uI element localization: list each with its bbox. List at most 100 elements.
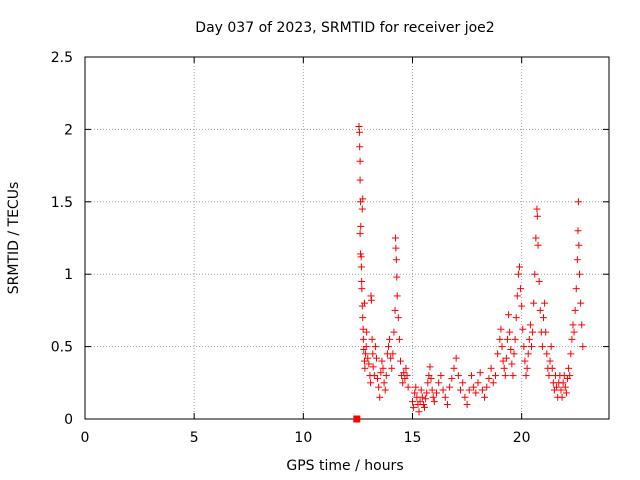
data-point (356, 157, 364, 165)
data-point (512, 314, 520, 322)
data-point (382, 372, 390, 380)
data-point (470, 383, 478, 391)
data-point (522, 372, 530, 380)
data-point (459, 379, 467, 387)
data-point (358, 285, 366, 293)
data-point (357, 250, 365, 258)
data-point (498, 343, 506, 351)
data-point (404, 383, 412, 391)
data-point (529, 328, 537, 336)
data-point (541, 299, 549, 307)
data-point (491, 372, 499, 380)
data-point (502, 354, 510, 362)
data-point (391, 306, 399, 314)
data-point (441, 393, 449, 401)
data-point (448, 374, 456, 382)
x-tick-label: 0 (81, 430, 90, 446)
data-point (364, 354, 372, 362)
data-point (439, 386, 447, 394)
data-point (535, 277, 543, 285)
data-point (378, 357, 386, 365)
data-point (542, 328, 550, 336)
data-point (368, 335, 376, 343)
data-point (391, 234, 399, 242)
data-point (417, 386, 425, 394)
data-point (394, 314, 402, 322)
data-point (371, 343, 379, 351)
data-point (574, 198, 582, 206)
data-point (557, 386, 565, 394)
data-point (387, 354, 395, 362)
data-point (411, 389, 419, 397)
data-point (392, 244, 400, 252)
data-point (424, 379, 432, 387)
y-tick-label: 2 (64, 122, 73, 138)
data-point (574, 227, 582, 235)
data-point (415, 408, 423, 416)
data-point (433, 389, 441, 397)
data-point (416, 398, 424, 406)
data-point (511, 335, 519, 343)
data-point (396, 357, 404, 365)
data-point (367, 379, 375, 387)
data-point (578, 321, 586, 329)
data-point (481, 393, 489, 401)
data-point (374, 374, 382, 382)
data-point (579, 343, 587, 351)
data-point (527, 343, 535, 351)
data-point (360, 299, 368, 307)
data-point (530, 299, 538, 307)
data-point (358, 277, 366, 285)
data-point (422, 395, 430, 403)
data-point (361, 364, 369, 372)
data-point (426, 363, 434, 371)
data-point (497, 325, 505, 333)
data-point (403, 372, 411, 380)
data-point (402, 364, 410, 372)
data-point (362, 350, 370, 358)
data-point (369, 350, 377, 358)
data-point (483, 383, 491, 391)
data-point (381, 386, 389, 394)
data-point (553, 383, 561, 391)
data-point (499, 357, 507, 365)
data-point (546, 357, 554, 365)
data-point (388, 364, 396, 372)
data-point (370, 372, 378, 380)
data-point (571, 306, 579, 314)
data-point (518, 302, 526, 310)
data-point (454, 372, 462, 380)
data-point (558, 393, 566, 401)
data-point (359, 314, 367, 322)
data-point (428, 386, 436, 394)
data-point (362, 343, 370, 351)
data-point (379, 364, 387, 372)
data-point (509, 372, 517, 380)
data-point (452, 354, 460, 362)
data-point (465, 386, 473, 394)
data-point (363, 328, 371, 336)
data-point (410, 403, 418, 411)
data-point (367, 296, 375, 304)
data-point (412, 383, 420, 391)
data-point (570, 328, 578, 336)
data-point (423, 389, 431, 397)
data-point (573, 256, 581, 264)
data-point (430, 398, 438, 406)
data-point (536, 306, 544, 314)
data-point (393, 292, 401, 300)
data-point (437, 372, 445, 380)
y-tick-label: 0 (64, 412, 73, 428)
data-point (376, 393, 384, 401)
data-point (359, 325, 367, 333)
data-point (532, 234, 540, 242)
y-axis-label: SRMTID / TECUs (6, 182, 22, 295)
x-tick-label: 20 (513, 430, 531, 446)
data-point (419, 401, 427, 409)
data-point (427, 374, 435, 382)
data-point (461, 393, 469, 401)
data-point (356, 176, 364, 184)
data-point (531, 270, 539, 278)
data-point (514, 270, 522, 278)
data-point (505, 311, 513, 319)
